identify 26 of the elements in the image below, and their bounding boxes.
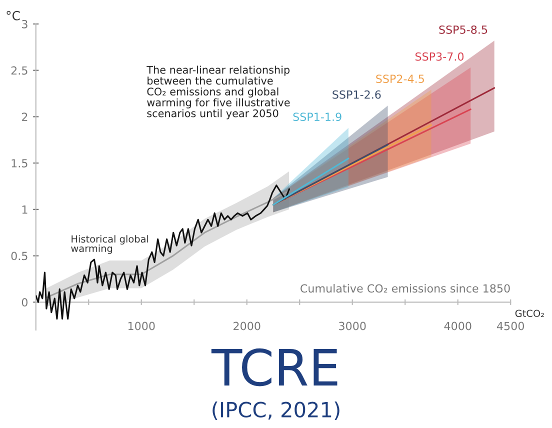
text: GtCO₂ bbox=[515, 310, 544, 318]
y-tick-label: 1 bbox=[22, 206, 28, 214]
text: SSP1-2.6 bbox=[332, 90, 381, 99]
text: SSP1-1.9 bbox=[293, 112, 342, 122]
text: SSP3-7.0 bbox=[415, 52, 464, 61]
series-label: Historical global warming bbox=[71, 235, 148, 254]
x-tick-label: 4000 bbox=[444, 322, 472, 330]
x-axis-title: Cumulative CO₂ emissions since 1850 bbox=[300, 284, 510, 293]
y-tick-label: 1.5 bbox=[12, 159, 28, 168]
line-series bbox=[36, 184, 290, 320]
y-tick-label: 2 bbox=[22, 112, 28, 121]
x-tick-label: 2000 bbox=[234, 322, 260, 330]
text: SSP5-8.5 bbox=[439, 25, 488, 34]
y-axis-title: °C bbox=[6, 10, 20, 20]
x-tick-label: 4500 bbox=[497, 322, 524, 330]
y-tick-label: 2.5 bbox=[11, 66, 28, 75]
x-tick-label: 1000 bbox=[128, 322, 155, 330]
text: (IPCC, 2021) bbox=[212, 401, 340, 420]
y-tick-label: 3 bbox=[22, 20, 28, 28]
text: TCRE bbox=[211, 348, 338, 386]
text: SSP2-4.5 bbox=[376, 74, 424, 84]
annotation: The near-linear relationship between the cumulative CO₂ emissions and global warming for five illustrative scenarios until year 2050 bbox=[146, 66, 290, 120]
y-tick-label: 0.5 bbox=[11, 252, 28, 260]
x-tick-label: 3000 bbox=[339, 322, 366, 330]
line-series bbox=[46, 190, 290, 298]
y-tick-label: 0 bbox=[22, 298, 28, 307]
